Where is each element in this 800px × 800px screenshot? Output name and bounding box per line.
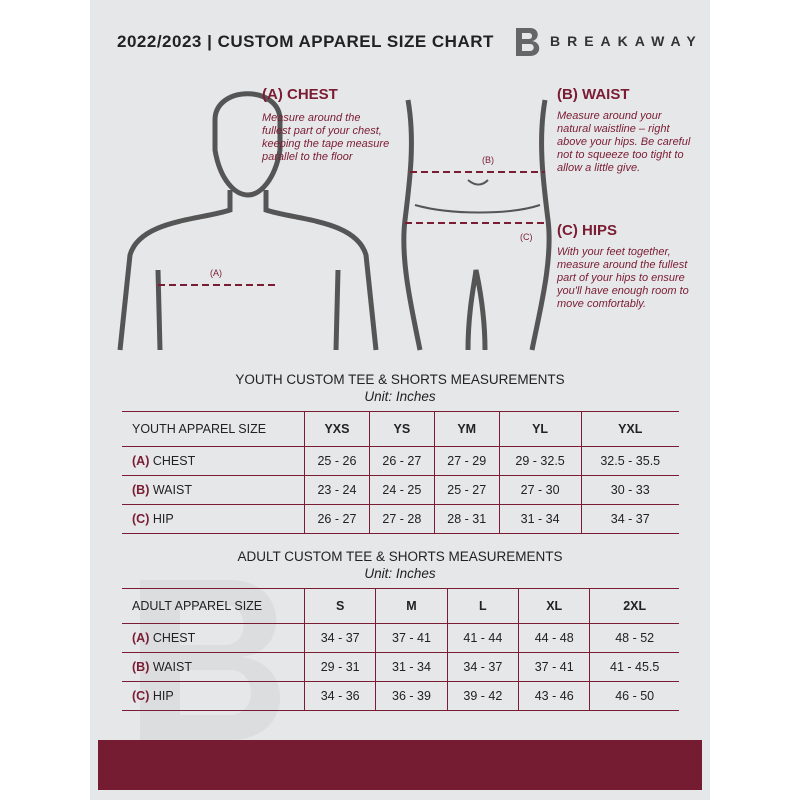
brand-name: BREAKAWAY [550,33,703,49]
measure-value: 24 - 25 [369,475,435,505]
table-row: (A) CHEST 34 - 37 37 - 41 41 - 44 44 - 48 48 … [122,623,679,653]
left-shoulder [117,190,233,351]
measure-label: (C) HIP [122,504,305,534]
b-logo-icon [516,28,540,56]
measure-value: 36 - 39 [375,681,448,711]
measure-code: (A) [132,454,150,468]
chest-marker: (A) [210,268,222,278]
measure-value: 43 - 46 [518,681,591,711]
size-header: YOUTH APPAREL SIZE [122,411,305,447]
measure-code: (A) [132,631,150,645]
table-row: (A) CHEST 25 - 26 26 - 27 27 - 29 29 - 32.5 3… [122,446,679,476]
measure-value: 27 - 29 [434,446,500,476]
measure-value: 41 - 45.5 [589,652,679,682]
head-outline [212,91,283,198]
measure-value: 28 - 31 [434,504,500,534]
hips-heading: (C) HIPS [557,222,617,239]
measure-value: 25 - 27 [434,475,500,505]
measure-value: 29 - 31 [304,652,377,682]
measure-value: 41 - 44 [447,623,520,653]
measure-name: CHEST [152,631,196,645]
size-col: YM [434,411,500,447]
size-col: YXS [304,411,370,447]
measure-value: 37 - 41 [375,623,448,653]
measure-value: 26 - 27 [369,446,435,476]
size-col: XL [518,588,591,624]
measure-value: 23 - 24 [304,475,370,505]
brand-logo: BREAKAWAY [510,24,710,60]
waist-heading: (B) WAIST [557,86,630,103]
measure-label: (A) CHEST [122,446,305,476]
table-row: (B) WAIST 29 - 31 31 - 34 34 - 37 37 - 41 41 … [122,652,679,682]
measure-value: 30 - 33 [581,475,679,505]
measure-value: 29 - 32.5 [499,446,582,476]
measure-code: (B) [132,483,150,497]
measure-name: CHEST [152,454,196,468]
measure-label: (B) WAIST [122,475,305,505]
size-col: L [447,588,520,624]
table-row: (B) WAIST 23 - 24 24 - 25 25 - 27 27 - 30 30 … [122,475,679,505]
size-col: YS [369,411,435,447]
size-col: M [375,588,448,624]
measure-value: 44 - 48 [518,623,591,653]
youth-unit: Unit: Inches [364,389,436,404]
measure-label: (C) HIP [122,681,305,711]
footer-band [98,740,702,790]
size-chart-page: 2022/2023 | CUSTOM APPAREL SIZE CHART BR… [90,0,710,800]
measure-value: 37 - 41 [518,652,591,682]
right-shoulder [263,190,379,351]
hips-marker: (C) [520,232,533,242]
torso-left [401,99,423,351]
measure-value: 34 - 36 [304,681,377,711]
measure-value: 26 - 27 [304,504,370,534]
measure-name: WAIST [152,660,192,674]
youth-size-table: YOUTH APPAREL SIZE YXS YS YM YL YXL (A) CHES… [122,411,679,534]
size-header: ADULT APPAREL SIZE [122,588,305,624]
measure-value: 25 - 26 [304,446,370,476]
hips-description: With your feet together, measure around … [557,246,689,310]
waist-marker: (B) [482,155,494,165]
adult-unit: Unit: Inches [364,566,436,581]
measure-value: 34 - 37 [304,623,377,653]
measure-label: (A) CHEST [122,623,305,653]
page-title: 2022/2023 | CUSTOM APPAREL SIZE CHART [117,32,494,51]
measure-code: (C) [132,689,150,703]
size-col: S [304,588,377,624]
measure-code: (B) [132,660,150,674]
adult-table-title: ADULT CUSTOM TEE & SHORTS MEASUREMENTS [237,549,563,564]
measure-label: (B) WAIST [122,652,305,682]
table-row: (C) HIP 34 - 36 36 - 39 39 - 42 43 - 46 46 - … [122,681,679,711]
measure-value: 31 - 34 [375,652,448,682]
measure-value: 39 - 42 [447,681,520,711]
waist-description: Measure around your natural waistline – … [557,110,691,174]
measure-value: 46 - 50 [589,681,679,711]
measure-value: 34 - 37 [581,504,679,534]
measure-name: WAIST [152,483,192,497]
size-col: 2XL [589,588,679,624]
chest-description: Measure around the fullest part of your … [262,112,390,163]
size-col: YXL [581,411,679,447]
youth-table-title: YOUTH CUSTOM TEE & SHORTS MEASUREMENTS [235,372,565,387]
measure-value: 31 - 34 [499,504,582,534]
measure-value: 27 - 30 [499,475,582,505]
measure-value: 48 - 52 [589,623,679,653]
chest-heading: (A) CHEST [262,86,338,103]
body-figures [117,91,552,351]
measure-value: 32.5 - 35.5 [581,446,679,476]
adult-size-table: ADULT APPAREL SIZE S M L XL 2XL (A) CHEST 34 … [122,588,679,711]
measure-value: 27 - 28 [369,504,435,534]
measure-value: 34 - 37 [447,652,520,682]
measure-code: (C) [132,512,150,526]
size-col: YL [499,411,582,447]
table-row: (C) HIP 26 - 27 27 - 28 28 - 31 31 - 34 34 - … [122,504,679,534]
measure-name: HIP [152,512,174,526]
measure-name: HIP [152,689,174,703]
